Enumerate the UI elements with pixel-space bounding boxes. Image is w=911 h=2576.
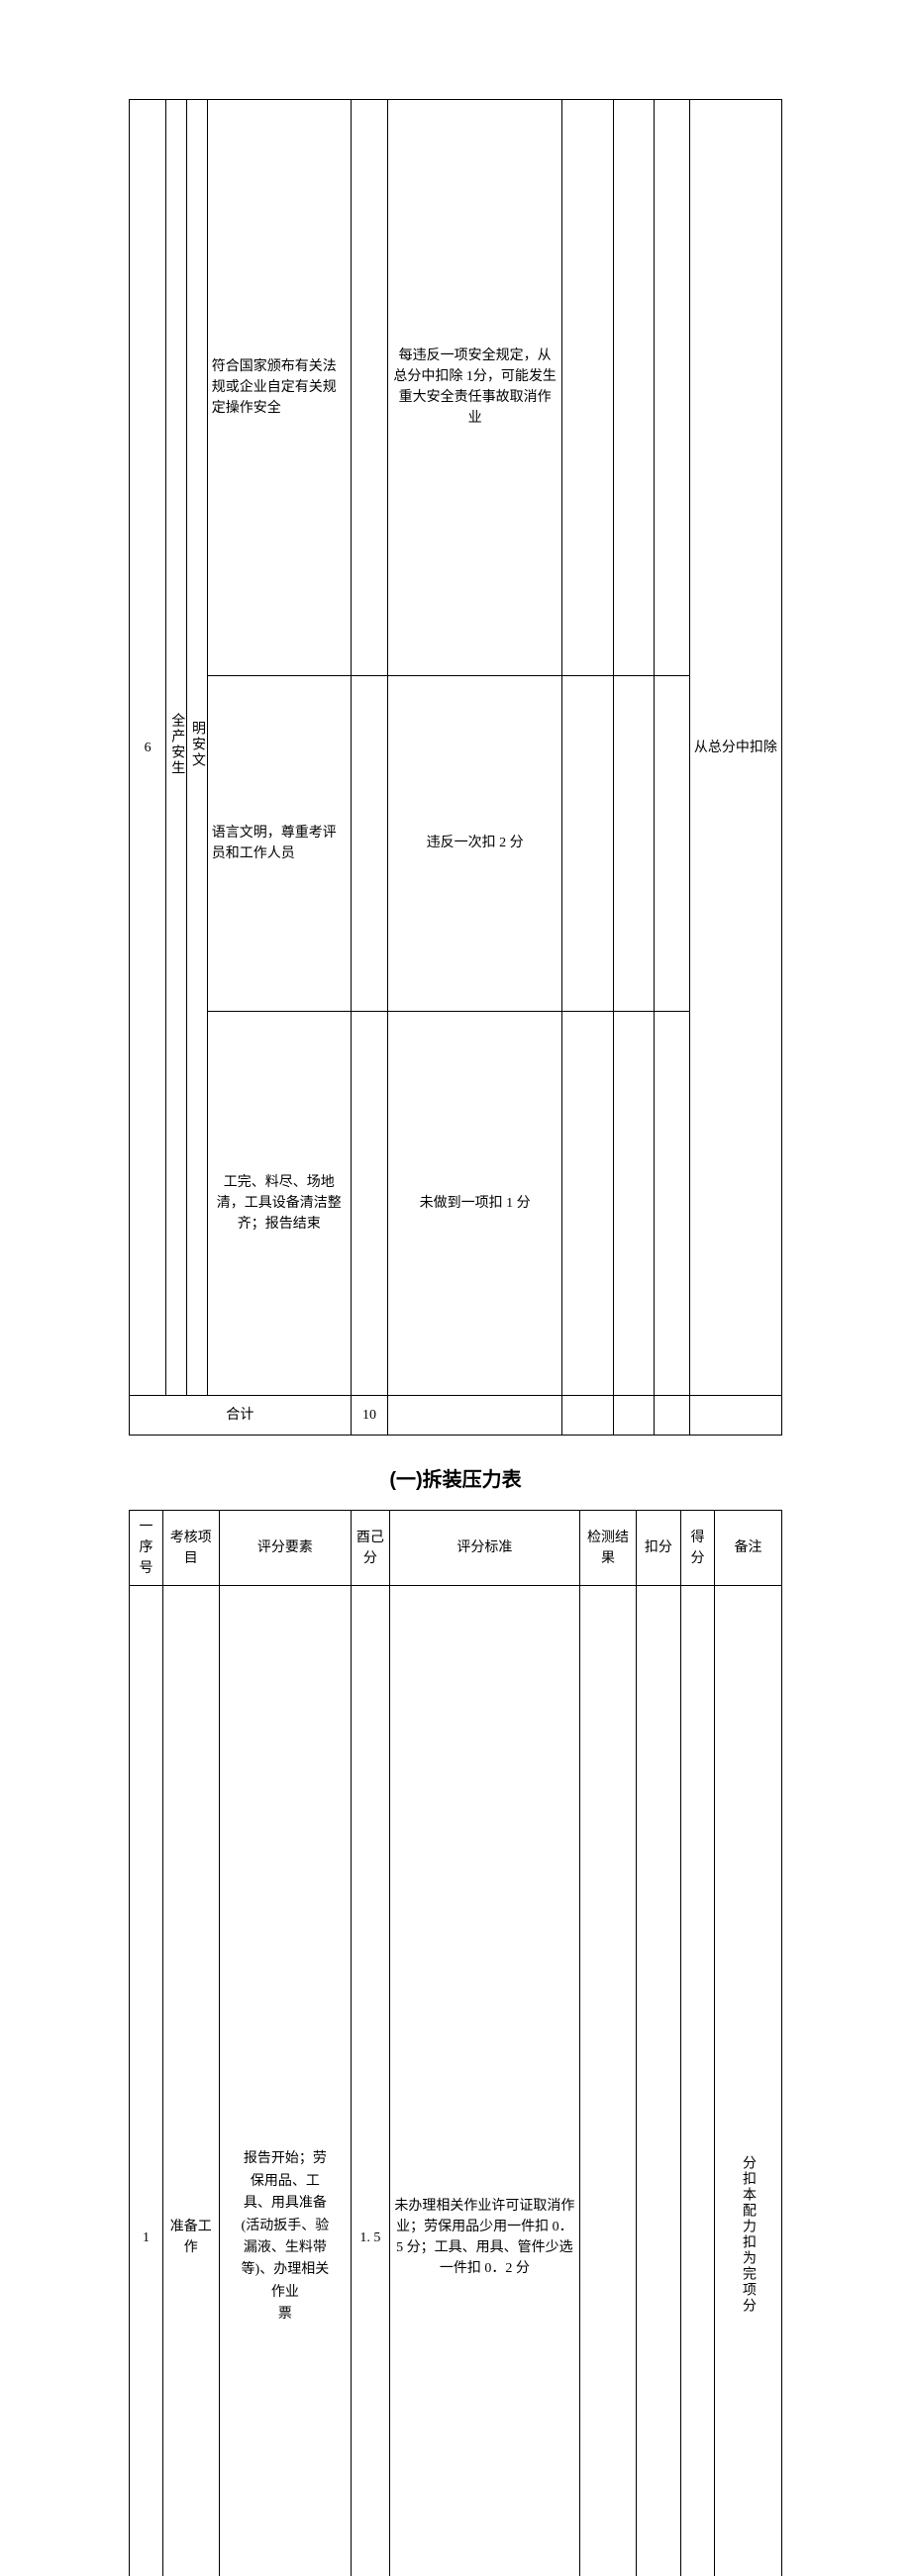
result-cell xyxy=(562,675,614,1011)
table-row: 语言文明，尊重考评员和工作人员 违反一次扣 2 分 xyxy=(130,675,782,1011)
standard-cell: 未做到一项扣 1 分 xyxy=(388,1012,562,1396)
table-row: 工完、料尽、场地清，工具设备清洁整齐；报告结束 未做到一项扣 1 分 xyxy=(130,1012,782,1396)
total-remark xyxy=(689,1396,781,1436)
seq-cell: 6 xyxy=(130,100,166,1396)
remark-cell: 分扣本配力扣为完项分 xyxy=(715,1586,782,2576)
header-deduct: 扣分 xyxy=(636,1511,680,1586)
total-score: 10 xyxy=(351,1396,387,1436)
result-cell xyxy=(562,1012,614,1396)
got-cell xyxy=(655,675,689,1011)
score-cell xyxy=(351,100,387,676)
criteria-cell: 报告开始；劳 保用品、工 具、用具准备 (活动扳手、验 漏液、生料带 等)、办理… xyxy=(219,1586,352,2576)
total-standard xyxy=(388,1396,562,1436)
header-row: 一序号 考核项目 评分要素 酉己分 评分标准 检测结果 扣分 得分 备注 xyxy=(130,1511,782,1586)
assessment-table-2: 一序号 考核项目 评分要素 酉己分 评分标准 检测结果 扣分 得分 备注 1 准… xyxy=(129,1510,782,2576)
header-got: 得分 xyxy=(681,1511,715,1586)
assessment-table-1: 6 全产安生 明安文 符合国家颁布有关法规或企业自定有关规定操作安全 每违反一项… xyxy=(129,99,782,1436)
header-seq: 一序号 xyxy=(130,1511,163,1586)
item-cell: 准备工作 xyxy=(162,1586,219,2576)
category-cell-a: 全产安生 xyxy=(166,100,187,1396)
header-standard: 评分标准 xyxy=(389,1511,579,1586)
total-deduct xyxy=(614,1396,655,1436)
got-cell xyxy=(655,100,689,676)
header-criteria: 评分要素 xyxy=(219,1511,352,1586)
seq-cell: 1 xyxy=(130,1586,163,2576)
criteria-cell: 符合国家颁布有关法规或企业自定有关规定操作安全 xyxy=(207,100,351,676)
deduct-cell xyxy=(614,675,655,1011)
table-row: 1 准备工作 报告开始；劳 保用品、工 具、用具准备 (活动扳手、验 漏液、生料… xyxy=(130,1586,782,2576)
total-result xyxy=(562,1396,614,1436)
score-cell: 1. 5 xyxy=(352,1586,389,2576)
standard-cell: 未办理相关作业许可证取消作业；劳保用品少用一件扣 0．5 分；工具、用具、管件少… xyxy=(389,1586,579,2576)
got-cell xyxy=(655,1012,689,1396)
remark-cell: 从总分中扣除 xyxy=(689,100,781,1396)
criteria-cell: 工完、料尽、场地清，工具设备清洁整齐；报告结束 xyxy=(207,1012,351,1396)
total-row: 合计 10 xyxy=(130,1396,782,1436)
total-got xyxy=(655,1396,689,1436)
category-cell-b: 明安文 xyxy=(187,100,208,1396)
total-label: 合计 xyxy=(130,1396,352,1436)
criteria-cell: 语言文明，尊重考评员和工作人员 xyxy=(207,675,351,1011)
header-result: 检测结果 xyxy=(580,1511,637,1586)
table-row: 6 全产安生 明安文 符合国家颁布有关法规或企业自定有关规定操作安全 每违反一项… xyxy=(130,100,782,676)
header-item: 考核项目 xyxy=(162,1511,219,1586)
score-cell xyxy=(351,675,387,1011)
section-title: (一)拆装压力表 xyxy=(129,1463,782,1492)
standard-cell: 每违反一项安全规定，从总分中扣除 1分，可能发生重大安全责任事故取消作业 xyxy=(388,100,562,676)
result-cell xyxy=(562,100,614,676)
deduct-cell xyxy=(614,1012,655,1396)
header-remark: 备注 xyxy=(715,1511,782,1586)
deduct-cell xyxy=(636,1586,680,2576)
score-cell xyxy=(351,1012,387,1396)
standard-cell: 违反一次扣 2 分 xyxy=(388,675,562,1011)
deduct-cell xyxy=(614,100,655,676)
got-cell xyxy=(681,1586,715,2576)
header-score: 酉己分 xyxy=(352,1511,389,1586)
result-cell xyxy=(580,1586,637,2576)
